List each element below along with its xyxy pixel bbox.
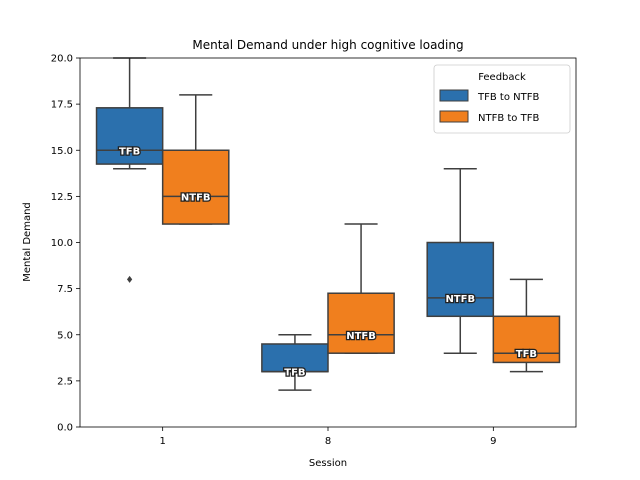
box-label: NTFB [445,294,475,305]
y-tick-label-6: 15.0 [51,146,73,157]
box-0-0: TFB [95,57,164,283]
box-rect [426,241,495,318]
legend-swatch-1 [439,110,469,123]
x-axis-label: Session [309,458,347,469]
box-1-2: TFB [492,278,561,373]
x-tick-label-1: 8 [325,436,331,447]
box-1-0: NTFB [161,94,230,225]
box-1-1: NTFB [327,223,395,354]
box-label: NTFB [181,192,211,203]
box-label: NTFB [346,331,376,342]
legend-swatch-0 [439,89,469,102]
box-rect [95,107,164,165]
x-tick-label-0: 1 [159,436,165,447]
y-tick-label-3: 7.5 [57,284,73,295]
y-tick-label-7: 17.5 [51,100,73,111]
legend-entry-0: TFB to NTFB [477,92,539,103]
legend: Feedback TFB to NTFB NTFB to TFB [433,64,571,134]
box-0-1: TFB [261,334,329,391]
x-tick-label-2: 9 [490,436,496,447]
y-tick-label-4: 10.0 [51,238,73,249]
box-label: TFB [284,368,305,379]
axes-frame [79,57,577,428]
legend-entry-1: NTFB to TFB [478,113,539,124]
y-axis-label: Mental Demand [22,202,33,282]
box-rect [492,315,561,364]
y-tick-label-8: 20.0 [51,54,73,65]
y-tick-label-0: 0.0 [57,423,73,434]
box-rect [161,149,230,225]
box-rect [327,292,395,354]
box-label: TFB [516,349,537,360]
chart-title: Mental Demand under high cognitive loadi… [192,38,463,52]
y-tick-label-5: 12.5 [51,192,73,203]
y-tick-label-2: 5.0 [57,330,73,341]
outlier-0 [126,275,133,283]
box-0-2: NTFB [426,167,495,354]
plot-area: 0.0 2.5 5.0 7.5 10.0 12.5 15.0 17.5 20.0 1 8 9 TFB TF… [51,54,577,447]
legend-title: Feedback [478,72,526,83]
y-tick-label-1: 2.5 [57,376,73,387]
box-label: TFB [119,146,140,157]
